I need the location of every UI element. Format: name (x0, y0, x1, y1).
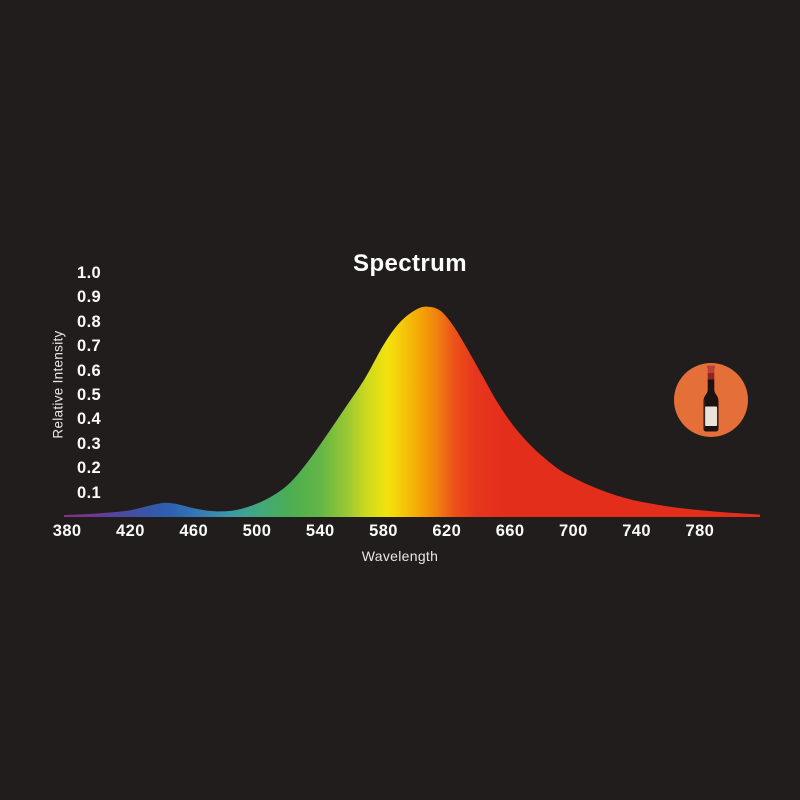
spectrum-area-series (64, 306, 760, 517)
spectrum-area-chart (64, 306, 760, 517)
y-tick-label: 0.4 (77, 410, 102, 429)
x-tick-label: 420 (116, 522, 145, 540)
y-tick-label: 0.9 (77, 288, 102, 307)
x-tick-label: 580 (369, 522, 398, 540)
y-tick-label: 0.2 (77, 459, 102, 478)
x-tick-label: 460 (179, 522, 209, 540)
x-tick-label: 380 (52, 522, 82, 540)
wine-badge (674, 363, 748, 437)
chart-title: Spectrum (353, 250, 467, 277)
x-tick-label: 700 (558, 522, 588, 540)
y-tick-label: 0.5 (77, 386, 102, 404)
wine-bottle-icon (703, 365, 719, 432)
y-tick-label: 0.7 (77, 337, 102, 356)
y-tick-label: 0.1 (77, 483, 102, 502)
y-tick-label: 0.8 (77, 312, 102, 331)
x-tick-label: 620 (432, 522, 462, 540)
x-tick-label: 660 (495, 522, 525, 540)
x-tick-label: 780 (685, 522, 715, 540)
x-tick-label: 740 (622, 522, 651, 540)
y-tick-label: 0.6 (77, 361, 102, 380)
x-tick-label: 500 (242, 522, 272, 540)
x-tick-label: 540 (305, 522, 335, 540)
y-tick-label: 0.3 (77, 434, 102, 453)
x-axis-title: Wavelength (361, 548, 439, 564)
y-tick-label: 1.0 (77, 264, 102, 282)
